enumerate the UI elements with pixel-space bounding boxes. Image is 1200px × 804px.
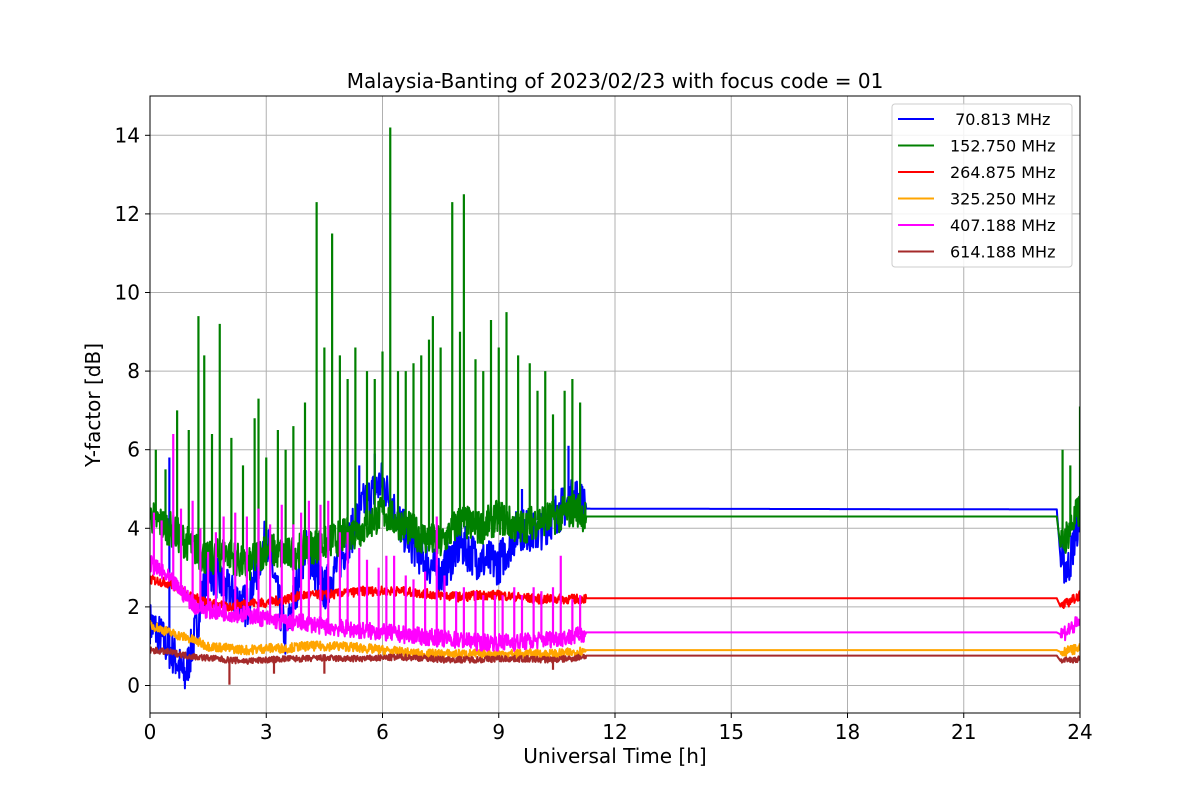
legend-box <box>891 103 1073 268</box>
y-tick-label: 2 <box>127 595 140 619</box>
y-tick-label: 14 <box>115 123 140 147</box>
y-tick-label: 4 <box>127 516 140 540</box>
x-tick-label: 0 <box>144 720 157 744</box>
y-axis-label: Y-factor [dB] <box>81 343 105 468</box>
series-group <box>150 646 1080 685</box>
x-tick-label: 18 <box>835 720 860 744</box>
x-tick-label: 6 <box>376 720 389 744</box>
y-tick-label: 12 <box>115 202 140 226</box>
x-tick-label: 15 <box>719 720 744 744</box>
series-layer <box>150 127 1080 690</box>
series-line <box>150 646 1080 665</box>
series-group <box>150 433 1080 652</box>
legend-label: 264.875 MHz <box>950 163 1055 182</box>
x-tick-label: 3 <box>260 720 273 744</box>
legend-label: 152.750 MHz <box>950 137 1055 156</box>
series-group <box>150 574 1080 612</box>
series-line <box>150 462 1080 690</box>
series-line <box>150 574 1080 612</box>
y-tick-label: 6 <box>127 438 140 462</box>
series-line <box>150 555 1080 652</box>
legend-items: 70.813 MHz 152.750 MHz 264.875 MHz 325.250 … <box>898 110 1055 262</box>
y-tick-label: 0 <box>127 673 140 697</box>
x-tick-label: 12 <box>602 720 627 744</box>
series-group <box>150 445 1080 690</box>
series-group <box>150 127 1080 581</box>
legend-label: 70.813 MHz <box>950 110 1050 129</box>
legend: 70.813 MHz 152.750 MHz 264.875 MHz 325.250 … <box>891 103 1073 268</box>
legend-label: 614.188 MHz <box>950 243 1055 262</box>
y-tick-label: 10 <box>115 280 140 304</box>
legend-label: 407.188 MHz <box>950 216 1055 235</box>
x-tick-label: 9 <box>492 720 505 744</box>
series-group <box>150 619 1080 660</box>
series-line <box>150 619 1080 660</box>
y-tick-label: 8 <box>127 359 140 383</box>
x-tick-label: 21 <box>951 720 976 744</box>
x-tick-label: 24 <box>1067 720 1092 744</box>
chart-title: Malaysia-Banting of 2023/02/23 with focu… <box>347 69 884 93</box>
series-line <box>150 494 1080 581</box>
x-axis-label: Universal Time [h] <box>523 744 706 768</box>
legend-label: 325.250 MHz <box>950 190 1055 209</box>
